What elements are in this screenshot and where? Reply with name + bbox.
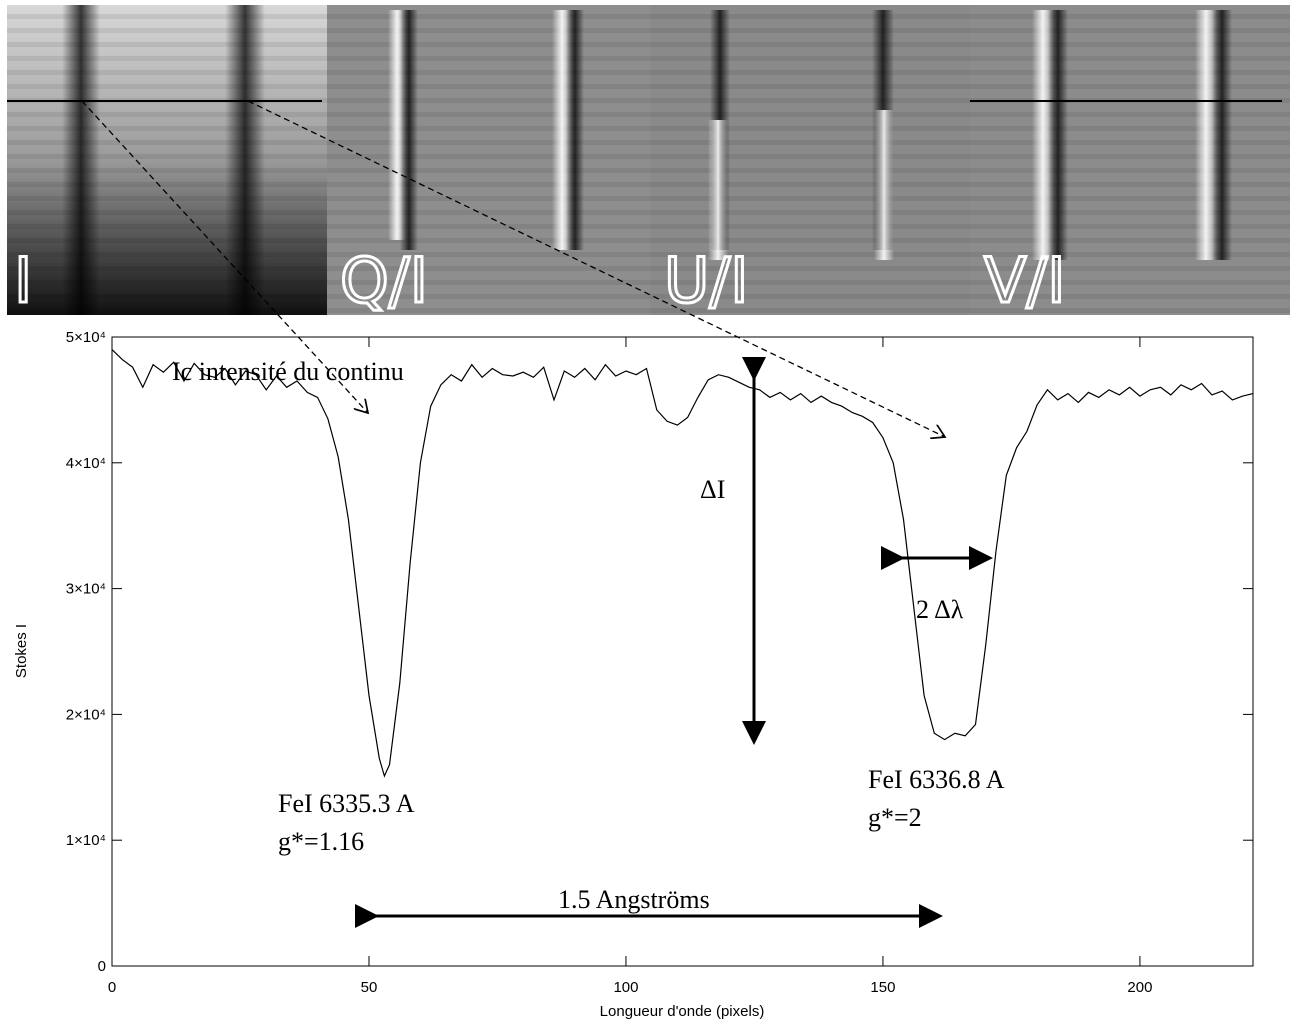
annotation: FeI 6336.8 A: [868, 765, 1005, 794]
y-tick-label: 3×10⁴: [66, 581, 106, 598]
y-axis-label: Stokes I: [13, 624, 30, 678]
panel-label: U/I: [664, 244, 749, 317]
plot: 0 50 100 150 200 0 1×10⁴ 2×10⁴ 3×10⁴ 4×10⁴ 5×10⁴: [66, 329, 1254, 996]
y-tick-label: 2×10⁴: [66, 706, 106, 723]
y-tick-label: 5×10⁴: [66, 329, 106, 346]
y-tick-label: 0: [98, 958, 106, 975]
panel-label: V/I: [984, 244, 1066, 317]
y-tick-label: 1×10⁴: [66, 832, 106, 849]
annotation: Ic intensité du continu: [172, 357, 404, 386]
annotation: 2 Δλ: [916, 595, 964, 624]
panel-label: I: [14, 244, 32, 317]
panel-label: Q/I: [340, 244, 428, 317]
data-line: [111, 349, 1254, 778]
annotation: g*=1.16: [278, 827, 364, 856]
plot-frame: [111, 336, 1254, 967]
annotation: g*=2: [868, 803, 922, 832]
annotation: ΔI: [700, 475, 725, 504]
x-tick-label: 50: [361, 979, 378, 996]
x-tick-label: 100: [613, 979, 638, 996]
y-tick-label: 4×10⁴: [66, 455, 106, 472]
x-tick-label: 150: [870, 979, 895, 996]
annotation: FeI 6335.3 A: [278, 789, 415, 818]
annotation: 1.5 Angströms: [558, 885, 710, 914]
x-tick-label: 200: [1127, 979, 1152, 996]
annotation-arrows: [81, 100, 993, 928]
x-axis-label: Longueur d'onde (pixels): [600, 1003, 765, 1020]
stokes-images: [7, 5, 1290, 315]
x-tick-label: 0: [108, 979, 116, 996]
